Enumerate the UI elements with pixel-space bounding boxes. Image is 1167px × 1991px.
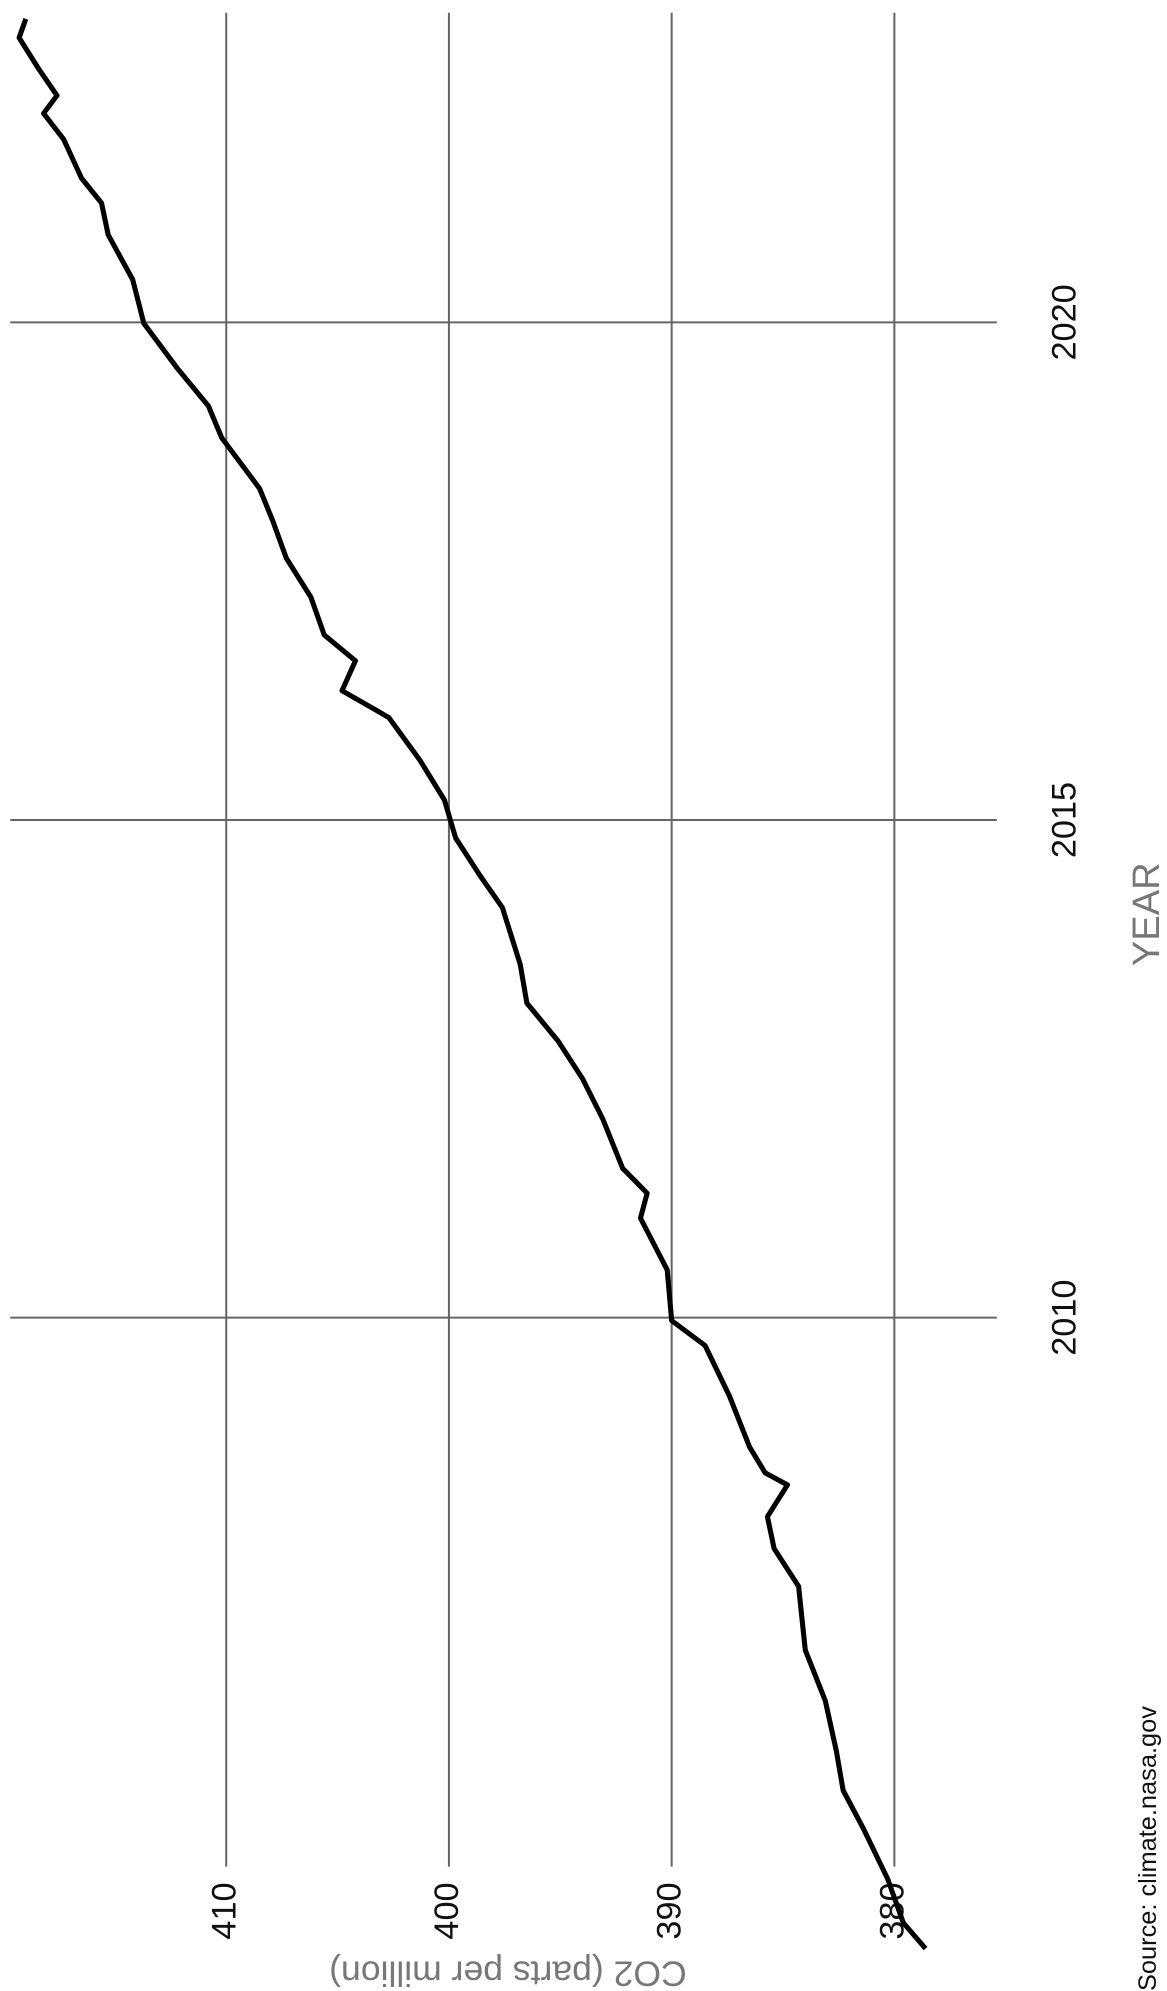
y-tick-label: 400 [428,1882,466,1939]
x-axis-label: YEAR [1126,862,1167,966]
x-tick-label: 2010 [1046,1280,1084,1356]
y-tick-label: 410 [205,1882,243,1939]
data-line [16,18,928,1951]
y-tick-label: 390 [651,1882,689,1939]
y-axis-label: CO2 (parts per million) [329,1953,687,1991]
x-tick-label: 2020 [1046,284,1084,360]
source: Source: climate.nasa.gov [1134,1706,1162,1991]
x-tick-label: 2015 [1046,782,1084,858]
